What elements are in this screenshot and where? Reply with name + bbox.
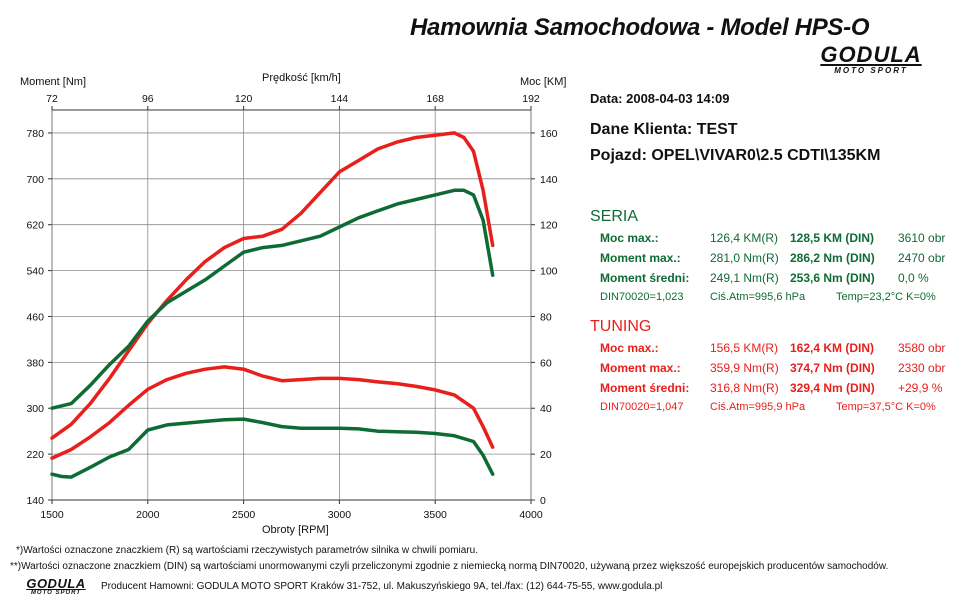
y-tick-label: 780 bbox=[26, 128, 44, 140]
tuning-avg-real: 316,8 Nm(R) bbox=[710, 381, 779, 395]
tuning-din-line: DIN70020=1,047 Ciś.Atm=995,9 hPa Temp=37… bbox=[600, 401, 970, 417]
y2-tick-label: 20 bbox=[540, 449, 552, 461]
right-axis-caption: Moc [KM] bbox=[520, 76, 567, 88]
bottom-axis-caption: Obroty [RPM] bbox=[262, 524, 329, 536]
tuning-torque-label: Moment max.: bbox=[600, 361, 681, 375]
tick-labels: 1500 2000 2500 3000 3500 4000 140 220 300 380 460 5… bbox=[26, 93, 557, 521]
godula-logo-small: GODULA MOTO SPORT bbox=[16, 576, 96, 596]
seria-temp: Temp=23,2°C K=0% bbox=[836, 291, 936, 303]
y-tick-label: 540 bbox=[26, 266, 44, 278]
seria-title: SERIA bbox=[590, 208, 639, 225]
y2-tick-label: 40 bbox=[540, 403, 552, 415]
y2-tick-label: 120 bbox=[540, 220, 558, 232]
x-tick-label: 3500 bbox=[424, 509, 448, 521]
tuning-temp: Temp=37,5°C K=0% bbox=[836, 401, 936, 413]
y-tick-label: 220 bbox=[26, 449, 44, 461]
left-axis-caption: Moment [Nm] bbox=[20, 76, 87, 88]
seria-power-real: 126,4 KM(R) bbox=[710, 231, 779, 245]
x-tick-label: 3000 bbox=[328, 509, 352, 521]
tuning-din-factor: DIN70020=1,047 bbox=[600, 401, 684, 413]
seria-avg-real: 249,1 Nm(R) bbox=[710, 271, 779, 285]
top-axis-caption: Prędkość [km/h] bbox=[262, 72, 341, 84]
tuning-pressure: Ciś.Atm=995,9 hPa bbox=[710, 401, 806, 413]
logo-text: GODULA bbox=[820, 42, 922, 67]
producer-info: Producent Hamowni: GODULA MOTO SPORT Kra… bbox=[101, 581, 663, 592]
tuning-row-avg: Moment średni: 316,8 Nm(R) 329,4 Nm (DIN… bbox=[600, 381, 970, 397]
seria-torque-label: Moment max.: bbox=[600, 251, 681, 265]
tuning-torque-rpm: 2330 obr bbox=[898, 361, 946, 375]
seria-power-rpm: 3610 obr bbox=[898, 231, 946, 245]
top-tick-label: 96 bbox=[142, 93, 154, 105]
y-tick-label: 140 bbox=[26, 495, 44, 507]
seria-din-line: DIN70020=1,023 Ciś.Atm=995,6 hPa Temp=23… bbox=[600, 291, 970, 307]
tuning-torque-real: 359,9 Nm(R) bbox=[710, 361, 779, 375]
y2-tick-label: 80 bbox=[540, 311, 552, 323]
footnote-din: **)Wartości oznaczone znaczkiem (DIN) są… bbox=[10, 561, 889, 572]
y2-tick-label: 140 bbox=[540, 174, 558, 186]
tuning-avg-label: Moment średni: bbox=[600, 381, 690, 395]
seria-din-factor: DIN70020=1,023 bbox=[600, 291, 684, 303]
tuning-power-real: 156,5 KM(R) bbox=[710, 341, 779, 355]
logo-text-small: GODULA bbox=[26, 576, 86, 591]
tuning-avg-pct: +29,9 % bbox=[898, 381, 943, 395]
seria-power-line bbox=[50, 188, 495, 410]
godula-logo: GODULA MOTO SPORT bbox=[812, 42, 930, 76]
seria-torque-din: 286,2 Nm (DIN) bbox=[790, 251, 875, 265]
x-tick-label: 1500 bbox=[40, 509, 64, 521]
top-tick-label: 192 bbox=[522, 93, 540, 105]
tuning-torque-line bbox=[50, 365, 495, 460]
y2-tick-label: 160 bbox=[540, 128, 558, 140]
test-date: Data: 2008-04-03 14:09 bbox=[590, 91, 730, 106]
x-tick-label: 2500 bbox=[232, 509, 256, 521]
seria-pressure: Ciś.Atm=995,6 hPa bbox=[710, 291, 806, 303]
x-tick-label: 2000 bbox=[136, 509, 160, 521]
series-lines bbox=[50, 131, 495, 479]
tuning-title: TUNING bbox=[590, 318, 652, 335]
tuning-power-line bbox=[50, 131, 495, 440]
footnote-real: *)Wartości oznaczone znaczkiem (R) są wa… bbox=[16, 545, 478, 556]
page-title: Hamownia Samochodowa - Model HPS-O bbox=[410, 14, 870, 41]
y-tick-label: 460 bbox=[26, 311, 44, 323]
seria-avg-din: 253,6 Nm (DIN) bbox=[790, 271, 875, 285]
seria-torque-line bbox=[50, 417, 495, 479]
dyno-chart: 1500 2000 2500 3000 3500 4000 140 220 300 380 460 5… bbox=[26, 93, 557, 521]
logo-subtext-small: MOTO SPORT bbox=[30, 590, 82, 596]
y-tick-label: 620 bbox=[26, 220, 44, 232]
x-tick-label: 4000 bbox=[519, 509, 543, 521]
grid-lines bbox=[51, 110, 532, 500]
top-tick-label: 120 bbox=[235, 93, 253, 105]
top-tick-label: 72 bbox=[46, 93, 58, 105]
tuning-row-torque: Moment max.: 359,9 Nm(R) 374,7 Nm (DIN) … bbox=[600, 361, 970, 377]
vehicle-name: Pojazd: OPEL\VIVAR0\2.5 CDTI\135KM bbox=[590, 147, 881, 164]
seria-power-label: Moc max.: bbox=[600, 231, 659, 245]
y-tick-label: 380 bbox=[26, 357, 44, 369]
seria-row-torque: Moment max.: 281,0 Nm(R) 286,2 Nm (DIN) … bbox=[600, 251, 970, 267]
tuning-power-din: 162,4 KM (DIN) bbox=[790, 341, 875, 355]
y2-tick-label: 60 bbox=[540, 357, 552, 369]
seria-avg-pct: 0,0 % bbox=[898, 271, 929, 285]
client-name: Dane Klienta: TEST bbox=[590, 121, 738, 138]
seria-torque-rpm: 2470 obr bbox=[898, 251, 946, 265]
top-tick-label: 168 bbox=[426, 93, 444, 105]
tuning-power-label: Moc max.: bbox=[600, 341, 659, 355]
tuning-torque-din: 374,7 Nm (DIN) bbox=[790, 361, 875, 375]
y-tick-label: 700 bbox=[26, 174, 44, 186]
plot-area bbox=[51, 109, 532, 501]
seria-row-power: Moc max.: 126,4 KM(R) 128,5 KM (DIN) 361… bbox=[600, 231, 970, 247]
tuning-power-rpm: 3580 obr bbox=[898, 341, 946, 355]
seria-torque-real: 281,0 Nm(R) bbox=[710, 251, 779, 265]
top-tick-label: 144 bbox=[331, 93, 349, 105]
seria-row-avg: Moment średni: 249,1 Nm(R) 253,6 Nm (DIN… bbox=[600, 271, 970, 287]
y2-tick-label: 100 bbox=[540, 266, 558, 278]
y2-tick-label: 0 bbox=[540, 495, 546, 507]
y-tick-label: 300 bbox=[26, 403, 44, 415]
seria-power-din: 128,5 KM (DIN) bbox=[790, 231, 875, 245]
tuning-avg-din: 329,4 Nm (DIN) bbox=[790, 381, 875, 395]
tuning-row-power: Moc max.: 156,5 KM(R) 162,4 KM (DIN) 358… bbox=[600, 341, 970, 357]
seria-avg-label: Moment średni: bbox=[600, 271, 690, 285]
logo-subtext: MOTO SPORT bbox=[834, 66, 908, 75]
